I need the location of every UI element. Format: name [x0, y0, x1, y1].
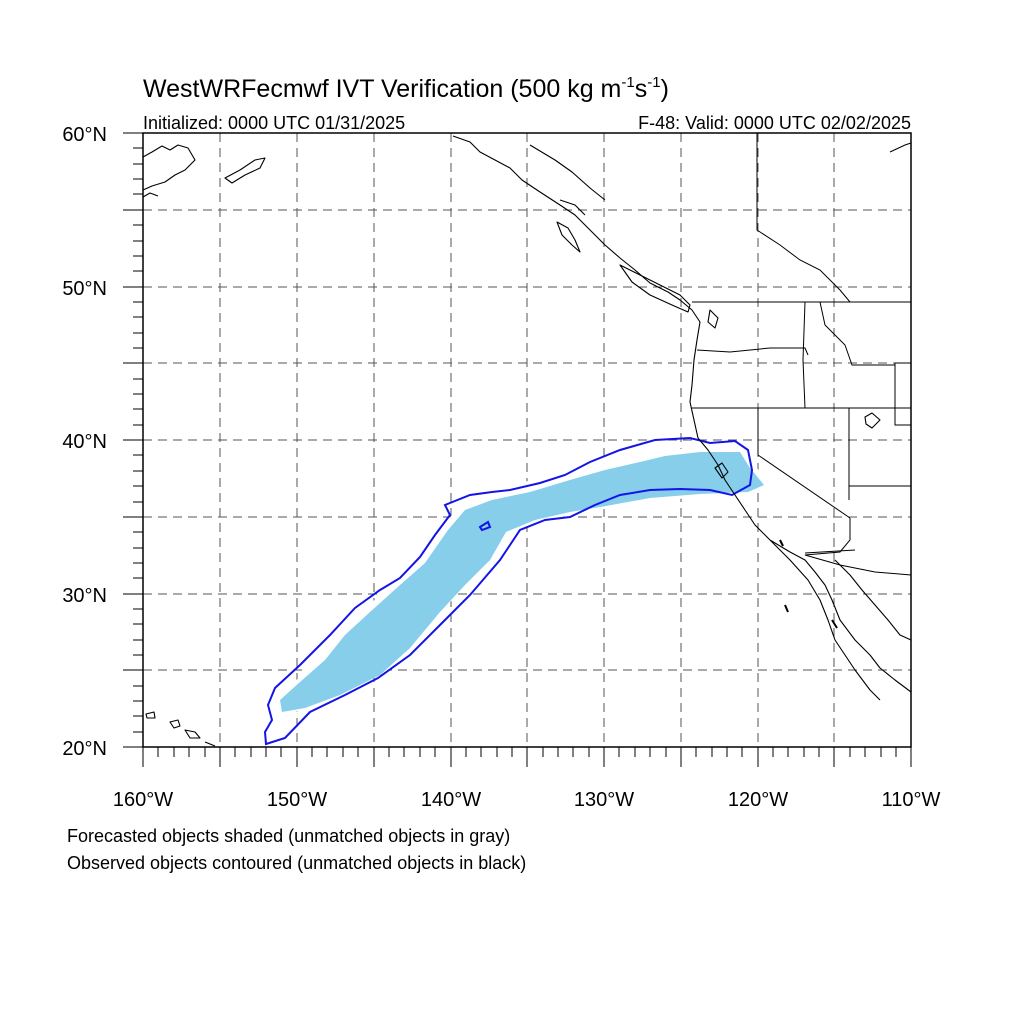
- latitude-labels: 60°N 50°N 40°N 30°N 20°N: [62, 124, 107, 760]
- lon-label-120w: 120°W: [728, 789, 788, 811]
- lon-label-160w: 160°W: [113, 789, 173, 811]
- valid-time-label: F-48: Valid: 0000 UTC 02/02/2025: [638, 113, 911, 133]
- lon-label-140w: 140°W: [421, 789, 481, 811]
- lon-label-110w: 110°W: [882, 789, 941, 811]
- lon-label-130w: 130°W: [574, 789, 634, 811]
- map-plot-area: [123, 132, 912, 767]
- political-boundaries: [692, 133, 912, 576]
- lat-label-40n: 40°N: [62, 431, 107, 453]
- lat-label-50n: 50°N: [62, 278, 107, 300]
- lat-label-30n: 30°N: [62, 585, 107, 607]
- lon-label-150w: 150°W: [267, 789, 327, 811]
- axis-ticks: [123, 132, 912, 767]
- graticule: [143, 133, 911, 747]
- observed-note: Observed objects contoured (unmatched ob…: [67, 853, 526, 873]
- longitude-labels: 160°W 150°W 140°W 130°W 120°W 110°W: [113, 789, 941, 811]
- forecast-object: [270, 448, 768, 715]
- lat-label-60n: 60°N: [62, 124, 107, 146]
- observed-object-contour: [263, 436, 754, 746]
- initialized-label: Initialized: 0000 UTC 01/31/2025: [143, 113, 405, 133]
- map-title: WestWRFecmwf IVT Verification (500 kg m-…: [143, 74, 669, 103]
- coastlines: [142, 135, 912, 747]
- forecast-note: Forecasted objects shaded (unmatched obj…: [67, 826, 510, 846]
- lat-label-20n: 20°N: [62, 738, 107, 760]
